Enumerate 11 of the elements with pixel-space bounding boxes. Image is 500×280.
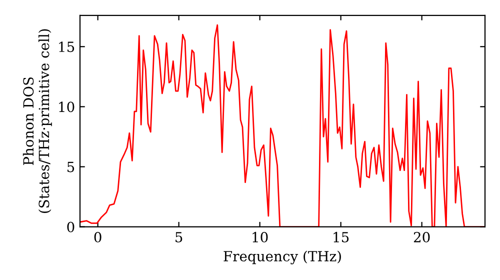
y-tick-label: 0 [67,222,74,232]
x-tick-label: 15 [334,232,349,242]
y-tick-label: 5 [67,162,74,172]
x-tick-label: 10 [252,232,268,242]
x-axis-title: Frequency (THz) [224,250,341,264]
y-tick-label: 15 [59,42,74,52]
y-tick-label: 10 [59,102,74,112]
x-tick-label: 20 [414,232,430,242]
y-axis-title: Phonon DOS (States/THz·primitive cell) [22,29,52,213]
x-tick-label: 5 [176,232,182,242]
x-tick-label: 0 [94,232,102,242]
